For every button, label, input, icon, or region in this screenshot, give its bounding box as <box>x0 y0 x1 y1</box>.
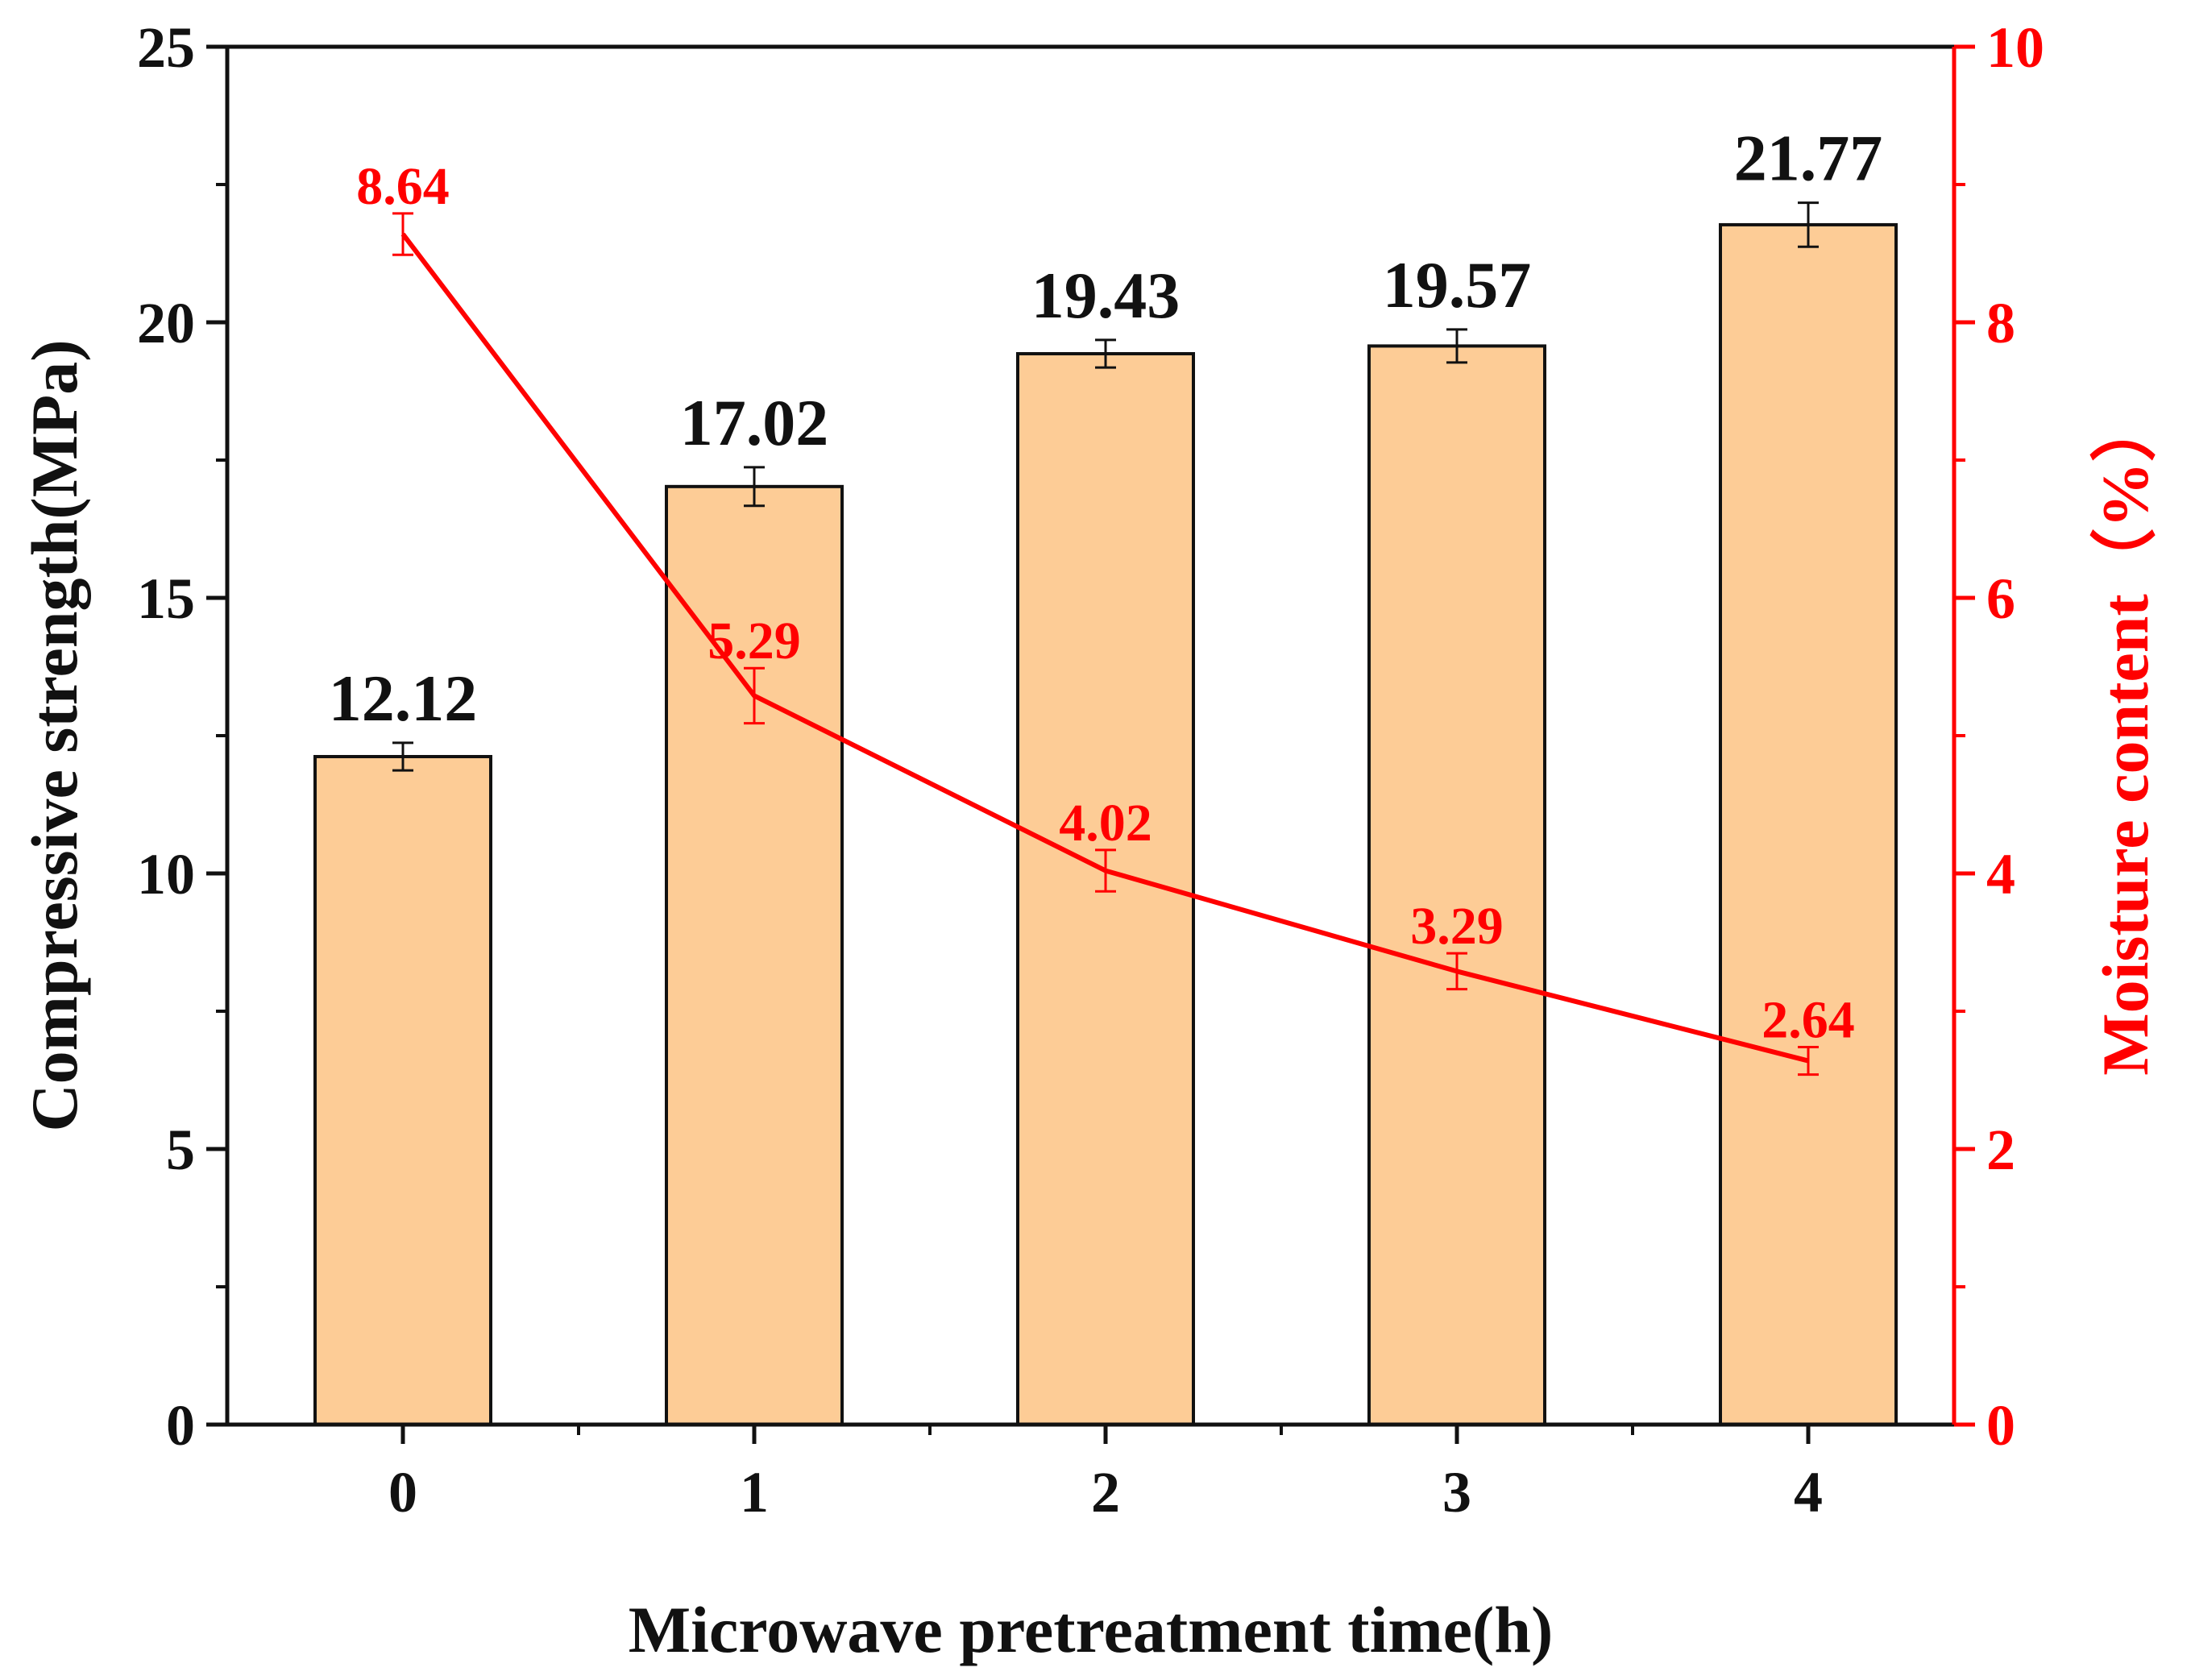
bar-value-label: 19.43 <box>1031 259 1181 332</box>
bar-error-2 <box>1095 338 1116 369</box>
right-tick-label: 2 <box>1986 1118 2015 1182</box>
right-tick-label: 8 <box>1986 291 2015 355</box>
x-tick-label: 1 <box>740 1460 769 1524</box>
left-tick-label: 10 <box>137 842 195 906</box>
left-tick-label: 0 <box>166 1393 195 1458</box>
x-tick-label: 0 <box>388 1460 417 1524</box>
bar-value-label: 21.77 <box>1734 122 1883 195</box>
x-tick-label: 2 <box>1091 1460 1120 1524</box>
error-bars-layer <box>392 201 1819 1076</box>
bar-error-0 <box>392 741 413 772</box>
bar-4 <box>1719 222 1898 1426</box>
right-tick-label: 4 <box>1986 842 2015 906</box>
bar-error-4 <box>1798 201 1819 248</box>
left-tick-label: 15 <box>137 566 195 631</box>
left-tick-label: 20 <box>137 291 195 355</box>
bar-0 <box>313 754 492 1426</box>
moisture-value-label: 2.64 <box>1762 990 1855 1049</box>
x-tick-label: 3 <box>1442 1460 1471 1524</box>
left-y-axis-title: Compressive strength(MPa) <box>18 339 91 1131</box>
bar-value-label: 19.57 <box>1383 248 1532 321</box>
right-tick-label: 10 <box>1986 15 2044 80</box>
bar-1 <box>665 484 844 1426</box>
moisture-value-label: 8.64 <box>356 157 450 216</box>
moisture-value-label: 5.29 <box>708 612 801 670</box>
moisture-line <box>400 232 1809 1064</box>
moisture-value-label: 4.02 <box>1059 794 1152 852</box>
bar-value-label: 12.12 <box>329 662 478 735</box>
x-tick-label: 4 <box>1794 1460 1823 1524</box>
right-tick-label: 6 <box>1986 566 2015 631</box>
bar-error-3 <box>1446 328 1467 364</box>
x-axis-title: Microwave pretreatment time(h) <box>629 1593 1554 1666</box>
moisture-value-label: 3.29 <box>1410 897 1504 956</box>
moisture-line-layer <box>400 232 1809 1064</box>
bar-3 <box>1367 344 1546 1426</box>
left-tick-label: 5 <box>166 1118 195 1182</box>
right-y-axis-title: Moisture content（%） <box>2089 396 2162 1075</box>
left-tick-label: 25 <box>137 15 195 80</box>
data-labels-layer: 12.12 17.02 19.43 19.57 21.77 8.64 5.29 4.02 3.2… <box>329 122 1883 1050</box>
bar-error-1 <box>744 466 765 508</box>
axes-layer: 0 5 10 15 20 25 0 2 4 6 8 10 0 1 2 3 4 <box>137 15 2044 1524</box>
bar-value-label: 17.02 <box>680 386 829 459</box>
right-tick-label: 0 <box>1986 1393 2015 1458</box>
